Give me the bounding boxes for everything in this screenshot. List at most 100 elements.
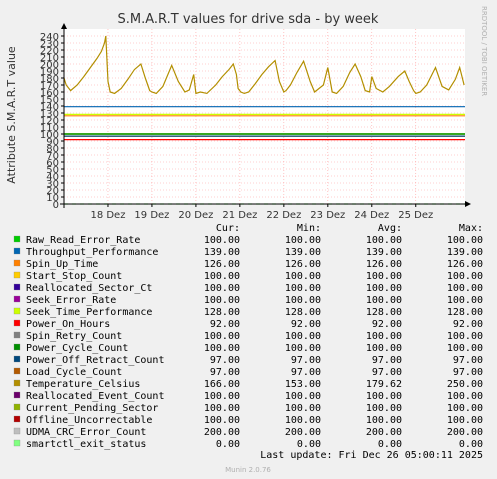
legend-min-value: 100.00 [285, 343, 321, 354]
legend-cur-value: 100.00 [204, 391, 240, 402]
y-tick-label: 180 [40, 74, 59, 85]
legend-row: Power_On_Hours 92.00 92.00 92.00 92.00 [13, 319, 483, 330]
legend-cur-value: 166.00 [204, 379, 240, 390]
legend-min-value: 153.00 [285, 379, 321, 390]
y-tick-label: 100 [40, 130, 59, 141]
legend-avg-value: 128.00 [366, 307, 402, 318]
legend-cur-value: 100.00 [204, 343, 240, 354]
legend-avg-value: 100.00 [366, 271, 402, 282]
legend-avg-value: 100.00 [366, 415, 402, 426]
y-tick-label: 20 [46, 186, 59, 197]
legend-name: Start_Stop_Count [26, 271, 122, 282]
legend-avg-value: 200.00 [366, 427, 402, 438]
y-tick-label: 30 [46, 179, 59, 190]
rrdtool-credit: RRDTOOL / TOBI OETIKER [480, 6, 488, 96]
x-tick-label: 24 Dez [354, 210, 389, 221]
x-tick-label: 20 Dez [178, 210, 213, 221]
chart-title: S.M.A.R.T values for drive sda - by week [118, 12, 379, 27]
legend-cur-value: 200.00 [204, 427, 240, 438]
x-tick-label: 18 Dez [90, 210, 125, 221]
legend-swatch [13, 391, 21, 399]
legend-max-value: 126.00 [447, 259, 483, 270]
legend-cur-value: 139.00 [204, 247, 240, 258]
y-axis-arrow-icon [61, 23, 67, 29]
legend-max-value: 100.00 [447, 295, 483, 306]
legend-name: UDMA_CRC_Error_Count [26, 427, 146, 438]
legend-row: Load_Cycle_Count 97.00 97.00 97.00 97.00 [13, 367, 483, 378]
legend-swatch [13, 295, 21, 303]
y-tick-label: 160 [40, 88, 59, 99]
legend-row: Offline_Uncorrectable 100.00 100.00 100.00 1… [13, 415, 483, 426]
legend-max-value: 139.00 [447, 247, 483, 258]
y-tick-label: 140 [40, 102, 59, 113]
legend-swatch [13, 343, 21, 351]
legend-max-value: 100.00 [447, 415, 483, 426]
y-tick-label: 120 [40, 116, 59, 127]
legend-name: Reallocated_Sector_Ct [26, 283, 152, 294]
y-tick-label: 10 [46, 193, 59, 204]
legend-cur-value: 92.00 [210, 319, 240, 330]
x-tick-label: 19 Dez [134, 210, 169, 221]
legend-row: Temperature_Celsius 166.00 153.00 179.62 250… [13, 379, 483, 390]
legend-avg-value: 126.00 [366, 259, 402, 270]
legend-min-value: 100.00 [285, 391, 321, 402]
legend-row: smartctl_exit_status 0.00 0.00 0.00 0.00 [13, 439, 483, 450]
y-tick-label: 210 [40, 53, 59, 64]
legend-name: Seek_Error_Rate [26, 295, 116, 306]
legend-min-value: 0.00 [297, 439, 321, 450]
legend-cur-value: 100.00 [204, 331, 240, 342]
x-tick-label: 22 Dez [266, 210, 301, 221]
legend-name: Spin_Up_Time [26, 259, 98, 270]
legend-min-value: 100.00 [285, 271, 321, 282]
legend-max-value: 100.00 [447, 343, 483, 354]
legend-row: Reallocated_Sector_Ct 100.00 100.00 100.00 1… [13, 283, 483, 294]
y-tick-label: 220 [40, 46, 59, 57]
legend-min-value: 97.00 [291, 355, 321, 366]
legend-max-value: 97.00 [453, 367, 483, 378]
legend-avg-value: 97.00 [372, 367, 402, 378]
y-tick-label: 200 [40, 60, 59, 71]
legend-swatch [13, 259, 21, 267]
legend-cur-value: 97.00 [210, 355, 240, 366]
legend-min-value: 100.00 [285, 235, 321, 246]
legend-min-value: 100.00 [285, 403, 321, 414]
legend-avg-value: 92.00 [372, 319, 402, 330]
legend-swatch [13, 415, 21, 423]
legend-swatch [13, 247, 21, 255]
legend-swatch [13, 271, 21, 279]
legend-name: Current_Pending_Sector [26, 403, 158, 414]
legend-max-value: 100.00 [447, 403, 483, 414]
y-tick-label: 240 [40, 32, 59, 43]
x-axis-arrow-icon [465, 201, 471, 207]
legend-cur-value: 100.00 [204, 283, 240, 294]
y-tick-label: 60 [46, 158, 59, 169]
legend-min-value: 128.00 [285, 307, 321, 318]
legend-max-value: 100.00 [447, 391, 483, 402]
legend-row: UDMA_CRC_Error_Count 200.00 200.00 200.00 20… [13, 427, 483, 438]
legend-row: Raw_Read_Error_Rate 100.00 100.00 100.00 100… [13, 235, 483, 246]
legend-max-value: 100.00 [447, 271, 483, 282]
legend-name: Raw_Read_Error_Rate [26, 235, 140, 246]
legend-max-value: 250.00 [447, 379, 483, 390]
legend-row: Start_Stop_Count 100.00 100.00 100.00 100.00 [13, 271, 483, 282]
legend-max-value: 97.00 [453, 355, 483, 366]
legend-swatch [13, 439, 21, 447]
legend-max-value: 128.00 [447, 307, 483, 318]
legend-name: Reallocated_Event_Count [26, 391, 164, 402]
legend-name: Temperature_Celsius [26, 379, 140, 390]
x-tick-label: 21 Dez [222, 210, 257, 221]
last-update: Last update: Fri Dec 26 05:00:11 2025 [260, 450, 483, 461]
legend-min-value: 139.00 [285, 247, 321, 258]
legend-cur-value: 100.00 [204, 415, 240, 426]
legend-avg-value: 100.00 [366, 343, 402, 354]
y-axis-label: Attribute S.M.A.R.T value [5, 46, 18, 184]
legend-max-value: 200.00 [447, 427, 483, 438]
legend-max-value: 100.00 [447, 331, 483, 342]
legend-row: Reallocated_Event_Count 100.00 100.00 100.0… [13, 391, 483, 402]
legend-header-min: Min: [297, 223, 321, 234]
legend: Cur: Min: Avg: Max: Raw_Read_Error_Rate 100.0… [13, 223, 483, 450]
y-tick-label: 150 [40, 95, 59, 106]
y-tick-label: 170 [40, 81, 59, 92]
